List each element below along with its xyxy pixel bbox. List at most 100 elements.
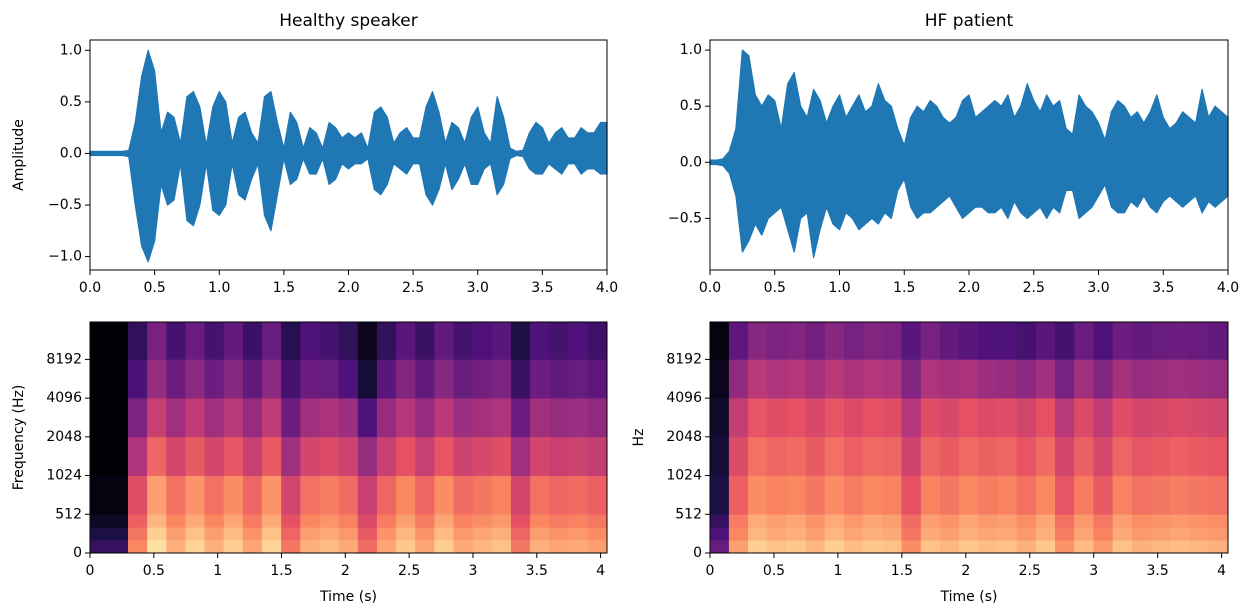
spectrogram-cell xyxy=(805,321,826,360)
spectrogram-cell xyxy=(376,475,397,515)
spectrogram-cell xyxy=(472,436,493,476)
y-tick-label: 2048 xyxy=(46,429,82,445)
x-tick-label: 2.5 xyxy=(402,280,424,296)
spectrogram-cell xyxy=(748,475,768,515)
spectrogram-cell xyxy=(396,321,416,360)
spectrogram-cell xyxy=(843,475,864,515)
spectrogram-cell xyxy=(959,539,979,554)
spectrogram-cell xyxy=(491,436,512,476)
spectrogram-cell xyxy=(805,526,826,541)
spectrogram-cell xyxy=(1112,436,1133,476)
spectrogram-cell xyxy=(549,539,570,554)
spectrogram-cell xyxy=(1074,475,1095,515)
spectrogram-cell xyxy=(805,359,826,399)
spectrogram-cell xyxy=(959,513,979,528)
spectrogram-cell xyxy=(510,436,531,476)
spectrogram-cell xyxy=(166,539,187,554)
x-tick-label: 0 xyxy=(86,563,95,579)
spectrogram-cell xyxy=(453,475,474,515)
spectrogram-cell xyxy=(568,513,589,528)
spectrogram-cell xyxy=(1150,513,1171,528)
spectrogram-cell xyxy=(824,539,845,554)
spectrogram-cell xyxy=(166,526,187,541)
spectrogram-cell xyxy=(376,539,397,554)
spectrogram-cell xyxy=(549,526,570,541)
spectrogram-cell xyxy=(1074,321,1095,360)
spectrogram-cell xyxy=(147,359,167,399)
spectrogram-cell xyxy=(920,359,941,399)
spectrogram-cell xyxy=(300,436,321,476)
y-tick-label: 8192 xyxy=(46,351,82,367)
spectrogram-cell xyxy=(728,513,749,528)
spectrogram-cell xyxy=(939,436,960,476)
spectrogram-cell xyxy=(1055,436,1075,476)
waveform xyxy=(89,49,608,263)
spectrogram-cell xyxy=(300,359,321,399)
spectrogram-cell xyxy=(281,526,301,541)
spectrogram-cell xyxy=(824,526,845,541)
spectrogram-cell xyxy=(434,436,455,476)
spectrogram-cell xyxy=(434,475,455,515)
spectrogram-cell xyxy=(338,321,359,360)
spectrogram-cell xyxy=(767,539,788,554)
spectrogram-cell xyxy=(549,475,570,515)
spectrogram-cell xyxy=(147,539,167,554)
axes-frame xyxy=(89,321,608,554)
spectrogram-cell xyxy=(939,526,960,541)
spectrogram-cell xyxy=(338,436,359,476)
spectrogram-cell xyxy=(805,436,826,476)
spectrogram-cell xyxy=(1112,397,1133,438)
spectrogram-cell xyxy=(376,321,397,360)
y-tick-label: 512 xyxy=(675,506,702,522)
spectrogram-cell xyxy=(127,539,148,554)
spectrogram-cell xyxy=(1112,359,1133,399)
spectrogram-cell xyxy=(959,475,979,515)
spectrogram-cell xyxy=(786,321,807,360)
spectrogram-cell xyxy=(1208,397,1229,438)
spectrogram-cell xyxy=(510,539,531,554)
spectrogram-cell xyxy=(824,397,845,438)
spectrogram-cell xyxy=(1035,359,1056,399)
spectrogram-cell xyxy=(338,526,359,541)
y-tick-label: −1.0 xyxy=(48,249,82,265)
spectrogram-cell xyxy=(281,321,301,360)
spectrogram-cell xyxy=(185,436,206,476)
y-tick-label: 0.0 xyxy=(60,145,82,161)
spectrogram-cell xyxy=(357,321,378,360)
spectrogram-cell xyxy=(127,526,148,541)
spectrogram-cell xyxy=(319,526,340,541)
spectrogram-cell xyxy=(338,475,359,515)
spectrogram-cell xyxy=(901,513,922,528)
spectrogram-cell xyxy=(728,526,749,541)
spectrogram-cell xyxy=(262,513,282,528)
spectrogram-cell xyxy=(1131,436,1152,476)
spectrogram-cell xyxy=(939,539,960,554)
spectrogram-cell xyxy=(786,475,807,515)
spectrogram-cell xyxy=(1131,539,1152,554)
spectrogram-cell xyxy=(1016,359,1037,399)
spectrogram-cell xyxy=(223,513,244,528)
spectrogram-cell xyxy=(843,526,864,541)
spectrogram-cell xyxy=(472,475,493,515)
spectrogram-cell xyxy=(281,436,301,476)
spectrogram-cell xyxy=(920,436,941,476)
spectrogram-cell xyxy=(127,436,148,476)
spectrogram-cell xyxy=(959,526,979,541)
spectrogram-cell xyxy=(530,359,550,399)
spectrogram-cell xyxy=(1170,513,1190,528)
spectrogram-cell xyxy=(767,397,788,438)
spectrogram-cell xyxy=(863,513,883,528)
spectrogram-cell xyxy=(728,475,749,515)
spectrogram-cell xyxy=(204,321,225,360)
spectrogram-cell xyxy=(376,436,397,476)
spectrogram-cell xyxy=(453,397,474,438)
spectrogram-cell xyxy=(472,359,493,399)
spectrogram-cell xyxy=(1131,475,1152,515)
spectrogram-cell xyxy=(434,526,455,541)
spectrogram-cell xyxy=(709,321,730,360)
spectrogram-cell xyxy=(901,436,922,476)
spectrogram-cell xyxy=(281,513,301,528)
spectrogram-cell xyxy=(1170,359,1190,399)
spectrogram-cell xyxy=(396,513,416,528)
spectrogram-cell xyxy=(978,397,999,438)
